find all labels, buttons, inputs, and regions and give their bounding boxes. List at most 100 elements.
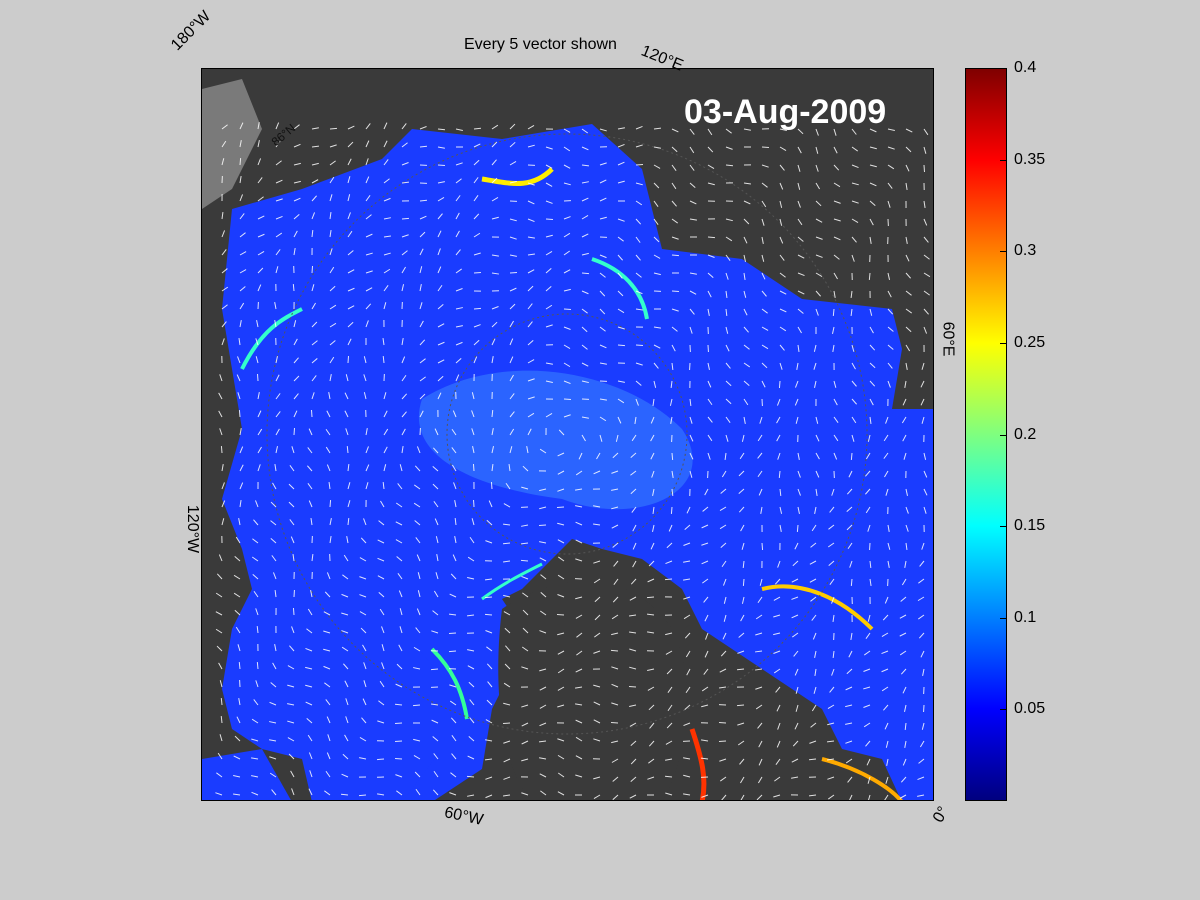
drift-vector	[239, 194, 244, 202]
drift-vector	[275, 356, 278, 364]
drift-vector	[508, 463, 511, 472]
drift-vector	[797, 344, 800, 352]
drift-vector	[359, 557, 367, 562]
drift-vector	[257, 196, 264, 202]
drift-vector	[815, 236, 823, 240]
drift-vector	[611, 666, 619, 670]
greenland-landmass	[498, 581, 688, 800]
drift-vector	[419, 358, 426, 364]
drift-vector	[401, 338, 404, 346]
drift-vector	[505, 482, 511, 490]
drift-vector	[502, 523, 511, 526]
drift-vector	[491, 141, 498, 148]
drift-vector	[449, 700, 457, 706]
drift-vector	[383, 285, 389, 292]
drift-vector	[707, 254, 715, 258]
drift-vector	[415, 627, 421, 634]
drift-vector	[827, 542, 835, 548]
drift-vector	[521, 486, 529, 490]
drift-vector	[611, 506, 619, 510]
drift-vector	[491, 356, 494, 364]
drift-vector	[635, 125, 643, 130]
drift-vector	[347, 305, 355, 310]
drift-vector	[612, 542, 619, 548]
drift-vector	[545, 234, 553, 238]
drift-vector	[922, 668, 925, 676]
drift-vector	[612, 596, 619, 603]
drift-vector	[815, 182, 821, 190]
drift-vector	[272, 482, 277, 490]
drift-vector	[221, 286, 229, 292]
drift-vector	[815, 146, 819, 154]
drift-vector	[845, 686, 853, 691]
drift-vector	[521, 792, 529, 796]
drift-vector	[347, 287, 355, 292]
drift-vector	[581, 344, 588, 350]
drift-vector	[239, 176, 242, 184]
drift-vector	[251, 757, 259, 760]
drift-vector	[401, 374, 407, 382]
drift-vector	[652, 398, 655, 406]
drift-vector	[437, 146, 445, 149]
drift-vector	[432, 447, 439, 454]
drift-vector	[905, 146, 912, 153]
drift-vector	[527, 428, 532, 436]
drift-vector	[725, 398, 732, 405]
drift-vector	[774, 578, 781, 585]
drift-vector	[413, 755, 421, 760]
drift-vector	[509, 303, 516, 310]
drift-vector	[218, 410, 223, 418]
drift-vector	[632, 542, 637, 550]
drift-vector	[797, 272, 805, 277]
drift-vector	[252, 538, 259, 544]
drift-vector	[545, 304, 553, 310]
drift-vector	[363, 356, 367, 364]
drift-vector	[707, 434, 713, 442]
drift-vector	[703, 668, 709, 675]
drift-vector	[455, 357, 462, 364]
coastal-streak	[481, 167, 554, 186]
drift-vector	[778, 380, 781, 389]
drift-vector	[503, 702, 511, 706]
drift-vector	[491, 338, 496, 346]
drift-vector	[773, 632, 781, 636]
drift-vector	[342, 753, 349, 760]
drift-vector	[847, 542, 853, 550]
drift-vector	[869, 416, 872, 425]
drift-vector	[707, 416, 713, 423]
drift-vector	[234, 735, 241, 742]
drift-vector	[869, 326, 874, 334]
drift-vector	[365, 446, 369, 454]
drift-vector	[329, 304, 337, 310]
drift-vector	[449, 593, 457, 598]
map-canvas	[202, 79, 933, 800]
drift-vector	[326, 464, 331, 472]
drift-vector	[359, 594, 367, 598]
drift-vector	[232, 793, 241, 796]
drift-vector	[383, 122, 388, 130]
colorbar-tick-mark	[1000, 526, 1006, 528]
drift-vector	[725, 164, 734, 167]
drift-vector	[380, 500, 385, 508]
drift-vector	[849, 560, 853, 568]
drift-vector	[743, 272, 746, 280]
drift-vector	[293, 197, 301, 202]
drift-vector	[293, 375, 300, 382]
drift-vector	[274, 589, 277, 598]
drift-vector	[920, 650, 925, 658]
drift-vector	[557, 522, 565, 526]
drift-vector	[431, 719, 439, 724]
drift-vector	[665, 758, 673, 761]
drift-vector	[581, 146, 589, 151]
drift-vector	[397, 483, 403, 490]
drift-vector	[412, 704, 421, 707]
drift-vector	[527, 303, 533, 310]
drift-vector	[594, 596, 601, 603]
drift-vector	[557, 668, 565, 674]
drift-vector	[923, 128, 929, 136]
drift-vector	[233, 592, 241, 598]
drift-vector	[921, 416, 925, 424]
drift-vector	[887, 344, 894, 350]
drift-vector	[671, 128, 679, 133]
drift-vector	[545, 200, 553, 204]
